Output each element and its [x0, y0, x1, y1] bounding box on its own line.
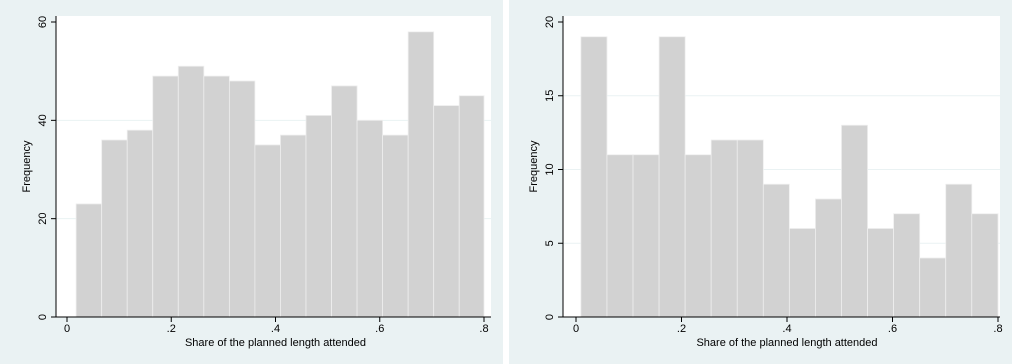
y-tick-label: 60: [37, 16, 49, 28]
x-tick-label: 0: [573, 323, 579, 335]
bar-right-13: [893, 213, 921, 318]
histogram-panel-right: 0 5 10 15 20 0 .2 .4 .6 .8 Share of the planned le…: [509, 0, 1012, 364]
bar-right-2: [606, 154, 634, 318]
x-tick-label: .6: [375, 323, 384, 335]
bar-left-3: [126, 129, 154, 318]
bar-right-15: [945, 183, 973, 318]
bar-right-6: [710, 139, 738, 318]
bar-right-16: [971, 213, 999, 318]
histogram-panel-left: 0 20 40 60 0 .2 .4 .6 .8 Share of the planned len…: [0, 0, 503, 364]
bar-left-9: [280, 134, 307, 318]
x-tick-label: 0: [64, 323, 70, 335]
bar-left-11: [331, 85, 358, 318]
bar-left-8: [254, 144, 281, 318]
x-tick-label: .8: [479, 323, 488, 335]
bar-right-14: [919, 257, 947, 318]
bar-left-13: [382, 134, 409, 318]
histogram-left: 0 20 40 60 0 .2 .4 .6 .8 Share of the planned len…: [21, 16, 491, 349]
y-tick-label: 40: [37, 114, 49, 126]
x-axis-title: Share of the planned length attended: [185, 337, 366, 349]
y-tick-label: 15: [544, 90, 556, 102]
bar-right-5: [684, 154, 712, 318]
bar-left-2: [101, 139, 128, 318]
x-tick-label: .4: [271, 323, 280, 335]
bar-right-10: [815, 198, 842, 318]
bar-left-7: [228, 80, 256, 318]
y-axis-title: Frequency: [21, 140, 33, 192]
bar-right-3: [632, 154, 660, 318]
bar-left-16: [458, 95, 485, 318]
x-tick-label: .8: [993, 323, 1002, 335]
bar-left-10: [305, 115, 332, 318]
y-tick-label: 5: [544, 240, 556, 246]
y-tick-label: 0: [37, 314, 49, 320]
x-tick-label: .2: [677, 323, 686, 335]
bar-right-9: [788, 228, 816, 318]
bar-right-4: [658, 36, 686, 318]
y-tick-label: 10: [544, 163, 556, 175]
bar-left-15: [433, 105, 460, 318]
histogram-right: 0 5 10 15 20 0 .2 .4 .6 .8 Share of the planned le…: [528, 16, 1003, 349]
bar-left-12: [356, 119, 384, 318]
bar-right-11: [841, 124, 868, 318]
x-tick-label: .2: [167, 323, 176, 335]
bar-left-1: [75, 203, 103, 318]
bar-right-1: [580, 36, 608, 318]
bar-right-8: [762, 183, 790, 318]
bar-right-12: [867, 228, 895, 318]
bar-left-14: [407, 31, 435, 318]
y-tick-label: 20: [544, 16, 556, 28]
y-tick-label: 0: [544, 314, 556, 320]
x-tick-label: .6: [888, 323, 897, 335]
bar-right-7: [736, 139, 764, 318]
y-axis-title: Frequency: [528, 140, 540, 192]
bar-left-4: [152, 75, 179, 318]
bar-left-6: [203, 75, 230, 318]
bar-left-5: [177, 65, 205, 318]
y-tick-label: 20: [37, 213, 49, 225]
x-tick-label: .4: [782, 323, 791, 335]
x-axis-title: Share of the planned length attended: [696, 337, 877, 349]
